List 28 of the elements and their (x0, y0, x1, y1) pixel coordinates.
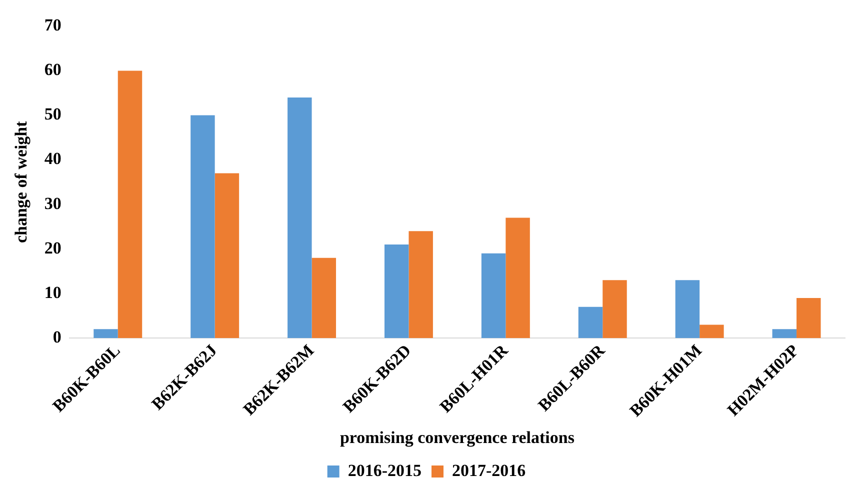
bar (190, 115, 215, 338)
bar (312, 258, 336, 338)
x-axis-title: promising convergence relations (340, 428, 575, 448)
legend-label: 2017-2016 (452, 460, 526, 480)
legend-label: 2016-2015 (348, 460, 422, 480)
bar (578, 306, 603, 338)
bar (506, 218, 530, 338)
y-tick-label: 20 (44, 238, 62, 258)
y-tick-label: 50 (44, 104, 62, 124)
y-tick-label: 60 (44, 60, 62, 80)
y-tick-label: 70 (44, 16, 62, 35)
y-axis-title: change of weight (12, 120, 31, 244)
y-tick-label: 0 (52, 327, 62, 346)
bar (94, 329, 118, 338)
y-tick-label: 40 (44, 149, 62, 168)
bar (602, 280, 627, 338)
y-tick-label: 30 (44, 194, 62, 213)
bar (772, 329, 797, 338)
bar (408, 231, 433, 338)
bar (288, 97, 312, 338)
y-tick-label: 10 (44, 282, 62, 302)
bar (481, 253, 506, 338)
bar (384, 244, 409, 338)
bar (214, 173, 240, 338)
bar (118, 70, 142, 338)
bar (700, 324, 724, 338)
bar (796, 298, 821, 338)
bar (675, 280, 700, 338)
